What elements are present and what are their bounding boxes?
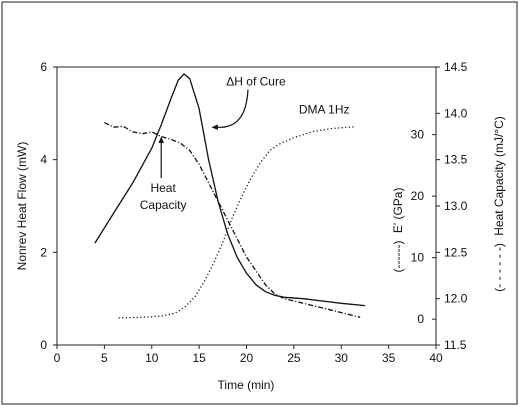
- annotation-arrow-line: [217, 89, 249, 128]
- annotation-arrowhead: [158, 136, 164, 143]
- left-axis-ticks: 0 2 4 6: [40, 60, 57, 352]
- series-line-nonrev-heat-flow: [94, 73, 365, 307]
- right-outer-tick-label: 14.5: [444, 60, 468, 74]
- annotation-label: DMA 1Hz: [299, 102, 350, 116]
- right-inner-axis-marker: (------): [391, 241, 405, 273]
- right-inner-tick-label: 20: [411, 189, 425, 203]
- right-inner-tick-label: 10: [411, 251, 425, 265]
- right-inner-axis-text: E' (GPa): [391, 188, 405, 234]
- left-tick-label: 6: [40, 60, 47, 74]
- right-outer-axis-ticks: 11.5 12.0 12.5 13.0 13.5 14.0 14.5: [436, 60, 468, 352]
- right-inner-axis-label: (------) E' (GPa): [391, 188, 405, 273]
- right-inner-axis-ticks: 0 10 20 30: [411, 128, 436, 326]
- annotation-arrowhead: [211, 124, 218, 130]
- x-tick-label: 30: [335, 351, 349, 365]
- x-tick-label: 15: [192, 351, 206, 365]
- x-tick-label: 20: [240, 351, 254, 365]
- left-axis-label: Nonrev Heat Flow (mW): [15, 142, 29, 271]
- annotation-label: ΔH of Cure: [226, 75, 286, 89]
- series-line-heat-capacity: [104, 122, 361, 318]
- right-inner-tick-label: 0: [417, 312, 424, 326]
- right-outer-tick-label: 14.0: [444, 106, 468, 120]
- x-axis-ticks: 0 5 10 15 20 25 30 35 40: [54, 345, 443, 365]
- right-outer-axis-marker: (- - - - - -): [492, 243, 506, 292]
- annotation-label: Heat: [150, 181, 176, 195]
- right-outer-tick-label: 12.0: [444, 292, 468, 306]
- x-tick-label: 25: [287, 351, 301, 365]
- series-group: [94, 73, 365, 319]
- right-outer-tick-label: 11.5: [444, 338, 467, 352]
- right-outer-tick-label: 13.0: [444, 199, 468, 213]
- right-outer-tick-label: 13.5: [444, 153, 468, 167]
- x-tick-label: 5: [101, 351, 108, 365]
- x-axis-label: Time (min): [218, 378, 275, 392]
- annotations-group: ΔH of Cure DMA 1Hz Heat Capacity: [140, 75, 350, 213]
- x-tick-label: 0: [54, 351, 61, 365]
- left-tick-label: 4: [40, 153, 47, 167]
- series-line-dma-storage-modulus: [118, 126, 356, 319]
- right-outer-axis-label: (- - - - - -) Heat Capacity (mJ/°C): [492, 116, 506, 291]
- x-tick-label: 40: [429, 351, 443, 365]
- annotation-label: Capacity: [140, 198, 187, 212]
- right-outer-axis-text: Heat Capacity (mJ/°C): [492, 116, 506, 236]
- right-inner-tick-label: 30: [411, 128, 425, 142]
- plot-frame: [56, 66, 437, 346]
- right-outer-tick-label: 12.5: [444, 245, 468, 259]
- left-tick-label: 2: [40, 245, 47, 259]
- x-tick-label: 35: [382, 351, 396, 365]
- x-tick-label: 10: [145, 351, 159, 365]
- left-tick-label: 0: [40, 338, 47, 352]
